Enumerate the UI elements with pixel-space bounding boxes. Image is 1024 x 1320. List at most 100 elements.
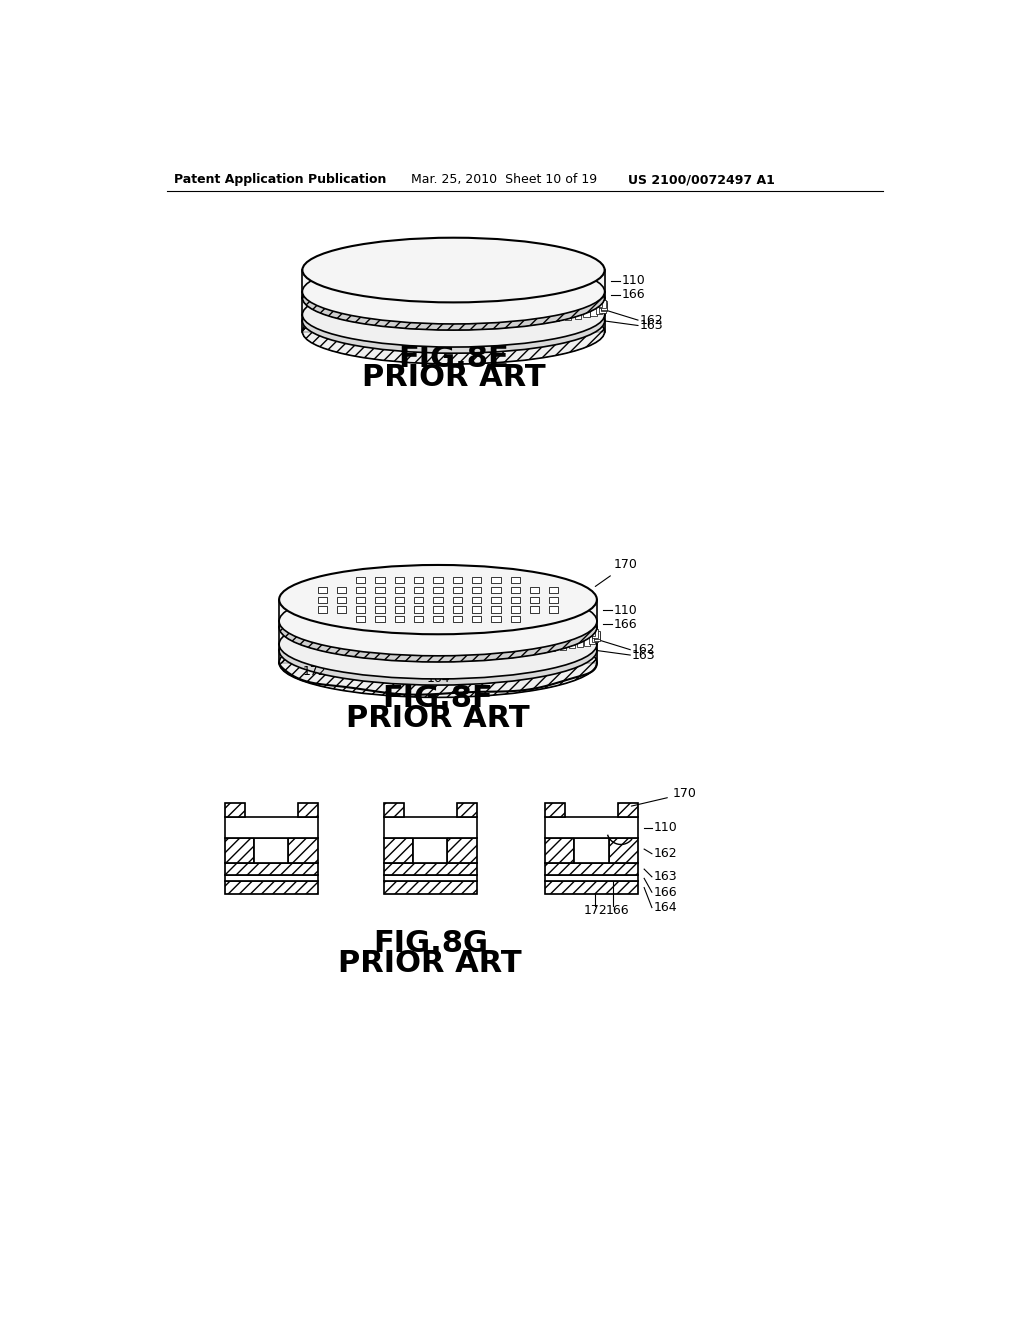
Ellipse shape <box>280 615 597 685</box>
Bar <box>453 606 462 612</box>
Bar <box>414 838 447 863</box>
Bar <box>384 838 414 863</box>
Ellipse shape <box>280 586 597 656</box>
Bar <box>376 616 385 622</box>
Text: 172: 172 <box>302 665 326 678</box>
Ellipse shape <box>302 289 604 354</box>
Bar <box>280 651 597 663</box>
Text: 172: 172 <box>584 904 607 917</box>
Ellipse shape <box>280 565 597 635</box>
Bar <box>225 817 317 838</box>
Bar <box>545 882 638 894</box>
Bar <box>564 312 570 319</box>
Bar <box>225 838 254 863</box>
Bar <box>511 618 517 626</box>
Bar <box>594 631 600 639</box>
Bar <box>596 306 602 314</box>
Bar <box>376 606 385 612</box>
Bar <box>384 803 403 817</box>
Bar <box>464 317 470 325</box>
Text: 164: 164 <box>653 902 677 915</box>
Bar <box>545 863 638 875</box>
Bar <box>376 597 385 603</box>
Bar <box>356 606 366 612</box>
Text: 170: 170 <box>632 787 696 807</box>
Bar <box>511 606 520 612</box>
Bar <box>414 616 423 622</box>
Bar <box>453 616 462 622</box>
Bar <box>472 586 481 593</box>
Bar <box>599 300 605 308</box>
Bar <box>280 599 597 622</box>
Bar <box>384 838 414 863</box>
Bar <box>457 803 477 817</box>
Bar <box>225 803 245 817</box>
Bar <box>560 642 566 649</box>
Bar <box>578 624 584 634</box>
Bar <box>553 313 559 321</box>
Bar <box>524 644 530 653</box>
Text: 166: 166 <box>605 904 629 917</box>
Text: 110: 110 <box>653 821 677 834</box>
Bar <box>496 315 503 325</box>
Bar <box>394 597 404 603</box>
Bar <box>225 803 245 817</box>
Bar <box>356 616 366 622</box>
Bar <box>594 632 600 640</box>
Bar <box>541 314 547 322</box>
Bar <box>511 586 520 593</box>
Bar <box>574 838 608 863</box>
Bar <box>225 838 254 863</box>
Bar <box>560 622 566 631</box>
Bar <box>545 838 574 863</box>
Bar <box>545 863 638 875</box>
Text: US 2100/0072497 A1: US 2100/0072497 A1 <box>628 173 775 186</box>
Bar <box>414 586 423 593</box>
Bar <box>289 838 317 863</box>
Bar <box>496 645 502 655</box>
Bar <box>302 298 604 314</box>
Bar <box>414 577 423 583</box>
Bar <box>280 627 597 644</box>
Bar <box>317 606 327 612</box>
Ellipse shape <box>302 265 604 330</box>
Bar <box>384 817 477 838</box>
Bar <box>549 606 558 612</box>
Ellipse shape <box>280 610 597 678</box>
Ellipse shape <box>302 238 604 302</box>
Bar <box>302 292 604 298</box>
Text: PRIOR ART: PRIOR ART <box>361 363 546 392</box>
Bar <box>472 597 481 603</box>
Text: 163: 163 <box>640 319 664 333</box>
Bar <box>511 577 520 583</box>
Bar <box>545 817 638 838</box>
Bar <box>384 882 477 894</box>
Bar <box>524 619 530 627</box>
Bar <box>601 302 607 312</box>
Text: 170: 170 <box>595 558 638 586</box>
Text: 166: 166 <box>614 618 638 631</box>
Bar <box>511 616 520 622</box>
Bar <box>414 606 423 612</box>
Bar <box>225 882 317 894</box>
Bar <box>384 875 477 882</box>
Bar <box>433 586 442 593</box>
Bar <box>453 586 462 593</box>
Bar <box>529 586 540 593</box>
Bar <box>465 616 471 624</box>
Text: 163: 163 <box>653 870 677 883</box>
Bar <box>453 597 462 603</box>
Bar <box>578 639 584 647</box>
Text: FIG.8E: FIG.8E <box>398 345 509 374</box>
Bar <box>356 577 366 583</box>
Ellipse shape <box>280 628 597 697</box>
Bar <box>584 296 590 304</box>
Bar <box>337 597 346 603</box>
Bar <box>592 630 598 638</box>
Bar <box>601 301 607 310</box>
Text: 110: 110 <box>622 275 645 288</box>
Bar <box>545 803 565 817</box>
Bar <box>549 597 558 603</box>
Text: 164: 164 <box>426 672 450 685</box>
Bar <box>384 882 477 894</box>
